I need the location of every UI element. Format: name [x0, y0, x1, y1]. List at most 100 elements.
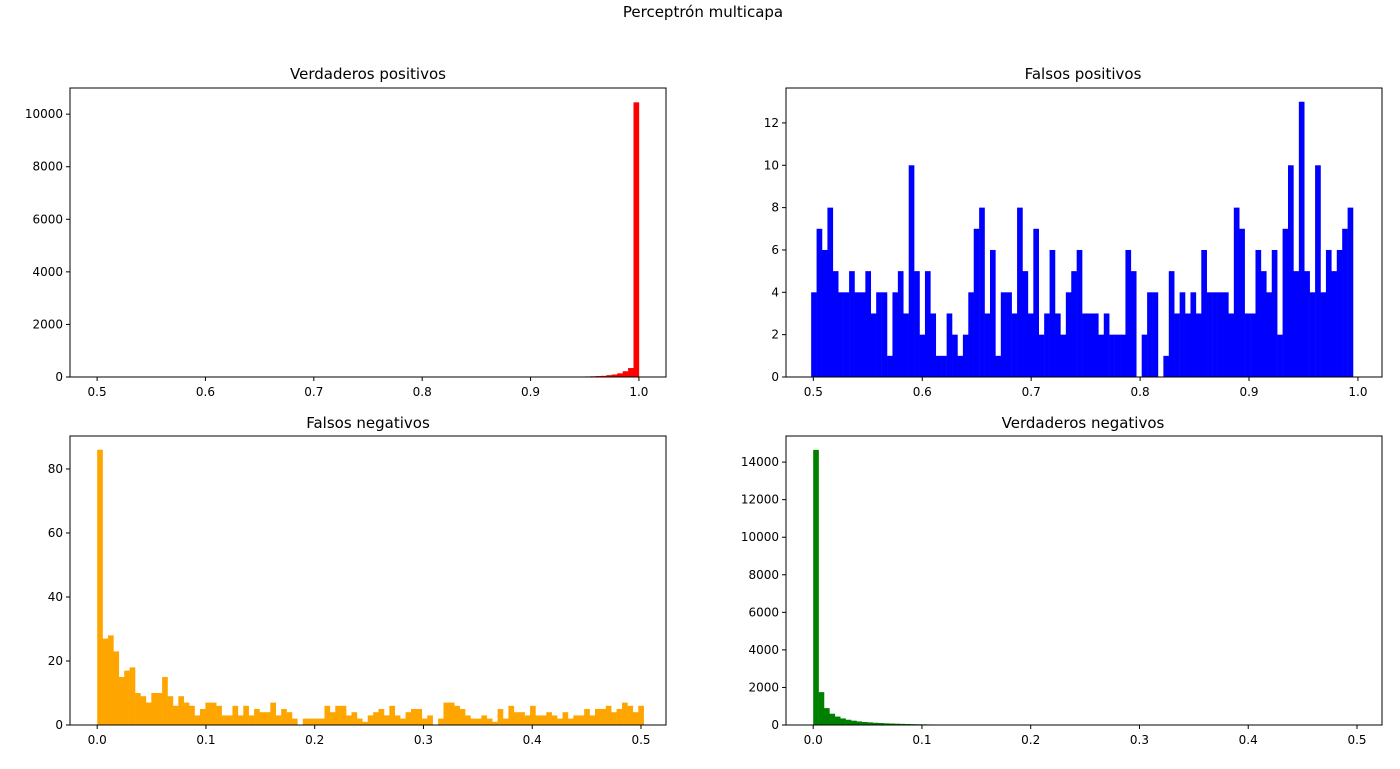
histogram-bar: [1060, 334, 1067, 377]
histogram-bar: [156, 693, 163, 725]
histogram-bar: [1266, 292, 1272, 377]
histogram-bar: [881, 292, 888, 377]
histogram-bar: [908, 165, 915, 377]
histogram-bar: [291, 718, 298, 725]
histogram-bar: [124, 670, 130, 725]
histogram-bar: [438, 718, 444, 725]
histogram-bar: [1201, 249, 1207, 377]
histogram-bar: [465, 715, 471, 725]
histogram-bar: [378, 709, 385, 725]
histogram-bar: [427, 715, 433, 725]
histogram-bar: [611, 712, 617, 725]
histogram-bar: [968, 292, 974, 377]
histogram-bar: [1179, 292, 1186, 377]
histogram-bar: [281, 709, 287, 725]
x-tick-label: 0.5: [1347, 733, 1366, 747]
histogram-bar: [1163, 355, 1170, 377]
y-tick-label: 2: [771, 328, 779, 342]
x-tick-label: 0.4: [523, 733, 542, 747]
y-tick-label: 12000: [741, 493, 779, 507]
x-tick-label: 0.9: [1239, 385, 1258, 399]
x-tick-label: 0.0: [88, 733, 107, 747]
histogram-bar: [578, 715, 585, 725]
x-tick-label: 0.8: [413, 385, 432, 399]
histogram-bar: [519, 712, 525, 725]
histogram-bar: [383, 715, 390, 725]
histogram-bar: [854, 292, 861, 377]
y-tick-label: 20: [48, 654, 63, 668]
histogram-bar: [989, 249, 996, 377]
x-tick-label: 0.6: [196, 385, 215, 399]
histogram-bar: [935, 355, 942, 377]
histogram-bar: [851, 720, 857, 725]
panel-title: Falsos positivos: [1025, 65, 1142, 83]
histogram-bar: [1212, 292, 1218, 377]
histogram-bar: [286, 712, 293, 725]
histogram-bar: [984, 313, 991, 377]
histogram-bar: [1076, 249, 1083, 377]
histogram-bar: [172, 705, 179, 725]
histogram-bar: [573, 715, 579, 725]
figure-title: Perceptrón multicapa: [623, 3, 783, 21]
histogram-bar: [840, 718, 846, 725]
x-tick-label: 0.5: [631, 733, 650, 747]
y-tick-label: 12: [764, 116, 779, 130]
y-tick-label: 4: [771, 285, 779, 299]
histogram-bar: [1282, 228, 1289, 377]
histogram-bar: [1174, 313, 1180, 377]
histogram-bar: [1098, 334, 1105, 377]
histogram-bar: [606, 375, 613, 377]
histogram-bar: [1288, 165, 1294, 377]
histogram-bar: [113, 651, 120, 725]
histogram-bar: [979, 207, 985, 377]
histogram-bar: [400, 718, 406, 725]
histogram-bar: [362, 721, 368, 725]
histogram-bar: [346, 715, 352, 725]
histogram-bar: [351, 712, 358, 725]
histogram-bar: [492, 721, 498, 725]
histogram-bar: [1168, 271, 1175, 377]
histogram-bars: [811, 101, 1354, 377]
panel-true-positives: Verdaderos positivos 0.5 0.6 0.7 0.8 0.9 1.0 0…: [25, 65, 667, 399]
histogram-bar: [557, 718, 563, 725]
histogram-bar: [151, 693, 157, 725]
histogram-bar: [838, 292, 844, 377]
histogram-bar: [1309, 292, 1316, 377]
panel-false-negatives: Falsos negativos 0.0 0.1 0.2 0.3 0.4 0.5 0 20 40…: [48, 414, 667, 747]
histogram-bar: [1038, 334, 1045, 377]
histogram-bar: [1049, 249, 1056, 377]
histogram-bar: [638, 705, 644, 725]
histogram-bar: [1114, 334, 1121, 377]
histogram-bar: [1055, 313, 1061, 377]
histogram-bar: [551, 715, 558, 725]
histogram-bar: [194, 715, 201, 725]
histogram-bar: [1011, 313, 1018, 377]
histogram-bar: [1006, 292, 1012, 377]
histogram-bar: [1065, 292, 1072, 377]
histogram-bar: [930, 313, 937, 377]
y-tick-label: 0: [771, 718, 779, 732]
histogram-bar: [1022, 271, 1029, 377]
histogram-bar: [135, 693, 141, 725]
histogram-bar: [259, 712, 266, 725]
histogram-bar: [199, 709, 206, 725]
histogram-bar: [1109, 334, 1115, 377]
histogram-bar: [1120, 334, 1126, 377]
y-tick-label: 0: [55, 718, 63, 732]
histogram-bar: [1320, 292, 1327, 377]
histogram-bar: [313, 718, 320, 725]
histogram-bar: [811, 292, 817, 377]
histogram-bar: [481, 715, 488, 725]
histogram-bar: [870, 313, 877, 377]
histogram-bar: [816, 228, 823, 377]
histogram-bar: [941, 355, 947, 377]
histogram-bar: [1331, 271, 1338, 377]
histogram-bar: [167, 696, 174, 725]
histogram-bar: [813, 449, 819, 725]
histogram-bar: [617, 373, 623, 377]
histogram-bar: [872, 722, 879, 725]
histogram-bar: [145, 702, 152, 725]
histogram-bar: [1304, 271, 1310, 377]
histogram-bar: [454, 705, 460, 725]
